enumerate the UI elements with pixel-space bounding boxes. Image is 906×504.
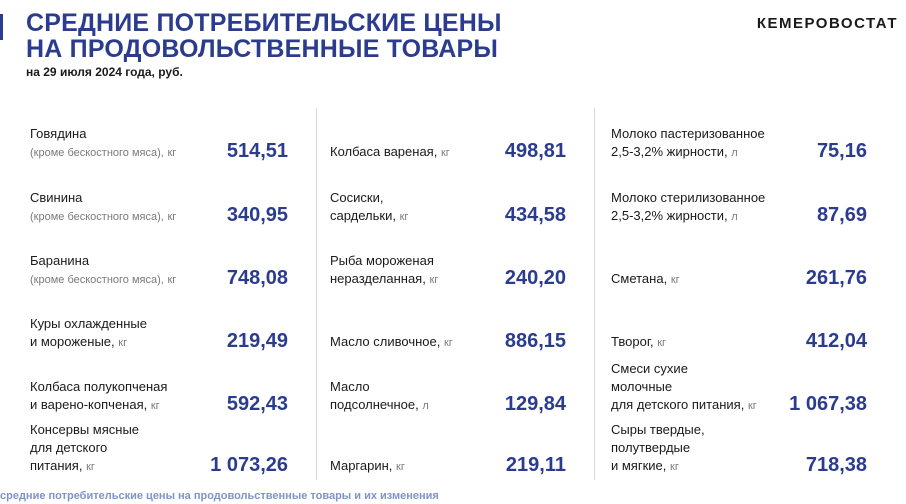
price-item-chicken: Куры охлажденные и мороженые, кг 219,49 bbox=[30, 316, 288, 352]
price-item-pasteurized-milk: Молоко пастеризованное 2,5-3,2% жирности,… bbox=[611, 126, 867, 162]
price-item-cheese: Сыры твердые, полутвердые и мягкие, кг 718… bbox=[611, 422, 867, 476]
price-item-canned-meat: Консервы мясные для детского питания, кг 1… bbox=[30, 422, 288, 476]
accent-bar bbox=[0, 14, 3, 40]
price-item-smoked-sausage: Колбаса полукопченая и варено-копченая, к… bbox=[30, 379, 288, 415]
column-divider-2 bbox=[594, 108, 595, 480]
price-item-butter: Масло сливочное, кг 886,15 bbox=[330, 330, 566, 352]
brand-logo: КЕМЕРОВОСТАТ bbox=[756, 15, 898, 32]
price-value: 718,38 bbox=[805, 454, 867, 476]
price-value: 514,51 bbox=[226, 140, 288, 162]
price-value: 219,11 bbox=[505, 454, 566, 476]
price-item-mutton: Баранина (кроме бескостного мяса), кг 748… bbox=[30, 253, 288, 289]
price-value: 340,95 bbox=[226, 204, 288, 226]
price-item-pork: Свинина (кроме бескостного мяса), кг 340,… bbox=[30, 190, 288, 226]
price-item-baby-formula: Смеси сухие молочные для детского питания,… bbox=[611, 361, 867, 415]
price-value: 592,43 bbox=[226, 393, 288, 415]
price-value: 75,16 bbox=[816, 140, 867, 162]
price-value: 412,04 bbox=[805, 330, 867, 352]
price-item-frankfurters: Сосиски, сардельки, кг 434,58 bbox=[330, 190, 566, 226]
page-title: СРЕДНИЕ ПОТРЕБИТЕЛЬСКИЕ ЦЕНЫ НА ПРОДОВОЛ… bbox=[26, 10, 502, 62]
price-value: 748,08 bbox=[226, 267, 288, 289]
price-item-sterilized-milk: Молоко стерилизованное 2,5-3,2% жирности,… bbox=[611, 190, 867, 226]
price-item-margarine: Маргарин, кг 219,11 bbox=[330, 454, 566, 476]
title-line-1: СРЕДНИЕ ПОТРЕБИТЕЛЬСКИЕ ЦЕНЫ bbox=[26, 9, 502, 37]
price-item-boiled-sausage: Колбаса вареная, кг 498,81 bbox=[330, 140, 566, 162]
price-value: 240,20 bbox=[504, 267, 566, 289]
price-item-frozen-fish: Рыба мороженая неразделанная, кг 240,20 bbox=[330, 253, 566, 289]
price-value: 87,69 bbox=[816, 204, 867, 226]
price-value: 498,81 bbox=[504, 140, 566, 162]
price-value: 434,58 bbox=[504, 204, 566, 226]
price-item-beef: Говядина (кроме бескостного мяса), кг 514… bbox=[30, 126, 288, 162]
price-value: 261,76 bbox=[805, 267, 867, 289]
footer-link[interactable]: средние потребительские цены на продовол… bbox=[0, 490, 439, 502]
price-value: 129,84 bbox=[504, 393, 566, 415]
column-divider-1 bbox=[316, 108, 317, 480]
price-item-cottage-cheese: Творог, кг 412,04 bbox=[611, 330, 867, 352]
page-subtitle: на 29 июля 2024 года, руб. bbox=[26, 65, 183, 79]
price-value: 1 073,26 bbox=[210, 454, 288, 476]
price-item-sunflower-oil: Масло подсолнечное, л 129,84 bbox=[330, 379, 566, 415]
price-item-sour-cream: Сметана, кг 261,76 bbox=[611, 267, 867, 289]
price-value: 886,15 bbox=[504, 330, 566, 352]
title-line-2: НА ПРОДОВОЛЬСТВЕННЫЕ ТОВАРЫ bbox=[26, 35, 499, 63]
price-value: 219,49 bbox=[226, 330, 288, 352]
price-value: 1 067,38 bbox=[789, 393, 867, 415]
